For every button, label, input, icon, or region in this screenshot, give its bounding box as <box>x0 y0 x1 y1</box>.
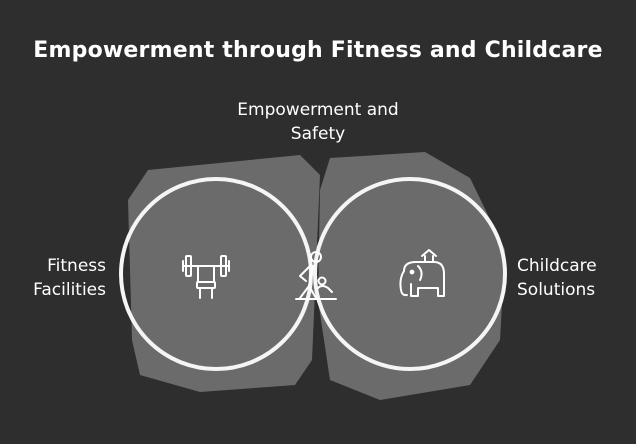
label-intersection: Empowerment and Safety <box>168 98 468 146</box>
label-right-circle: Childcare Solutions <box>517 254 597 302</box>
bench-press-icon <box>182 255 230 299</box>
label-intersection-line-2: Safety <box>290 124 346 144</box>
label-left-line-2: Facilities <box>33 280 106 300</box>
label-intersection-line-1: Empowerment and <box>237 100 399 120</box>
right-circle-fill <box>318 152 505 400</box>
label-right-line-1: Childcare <box>517 256 597 276</box>
parent-child-care-icon <box>295 251 337 300</box>
label-left-line-1: Fitness <box>47 256 106 276</box>
right-circle-outline <box>313 177 507 371</box>
toy-elephant-icon <box>399 249 445 297</box>
left-circle-fill <box>128 155 320 392</box>
page-title: Empowerment through Fitness and Childcar… <box>33 38 603 63</box>
label-right-line-2: Solutions <box>517 280 596 300</box>
label-left-circle: Fitness Facilities <box>33 254 106 302</box>
